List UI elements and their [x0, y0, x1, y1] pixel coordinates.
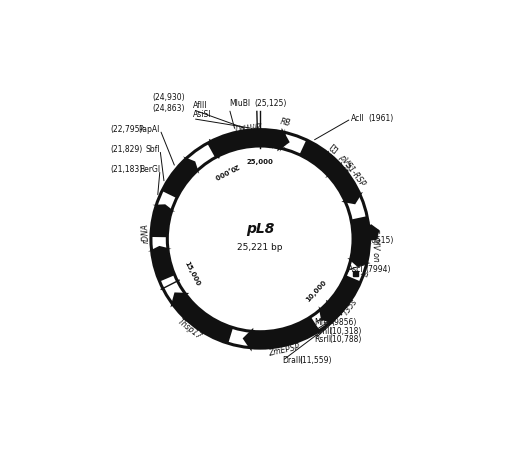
Bar: [353, 271, 358, 276]
Text: rDNA: rDNA: [141, 223, 151, 243]
Text: PapAI: PapAI: [139, 125, 160, 134]
Text: (7994): (7994): [365, 265, 390, 274]
Text: Thsp17: Thsp17: [176, 316, 204, 341]
Text: MluBI: MluBI: [229, 99, 250, 108]
Text: AvnII: AvnII: [314, 326, 333, 335]
Text: AcII: AcII: [351, 114, 365, 123]
Text: pL8: pL8: [246, 222, 275, 236]
Text: RsrII: RsrII: [314, 335, 331, 344]
Polygon shape: [348, 216, 370, 267]
Text: (21,183): (21,183): [111, 165, 143, 174]
Text: AsiSI: AsiSI: [193, 110, 211, 119]
Text: AfIII: AfIII: [193, 101, 207, 110]
Polygon shape: [151, 204, 175, 237]
Text: T35s: T35s: [341, 297, 360, 317]
Text: (10,318): (10,318): [330, 326, 362, 335]
Text: BerGI: BerGI: [139, 165, 160, 174]
Polygon shape: [162, 157, 199, 198]
Polygon shape: [170, 292, 233, 343]
Text: (11,559): (11,559): [299, 356, 332, 365]
Polygon shape: [299, 140, 342, 178]
Text: (24,930): (24,930): [153, 93, 185, 102]
Text: (24,863): (24,863): [153, 104, 185, 113]
Text: 15,000: 15,000: [183, 260, 201, 287]
Text: ls: ls: [361, 269, 371, 278]
Text: 20,000: 20,000: [212, 162, 239, 180]
Polygon shape: [148, 246, 175, 281]
Text: MfeI: MfeI: [314, 318, 330, 327]
Text: (1961): (1961): [369, 114, 394, 123]
Polygon shape: [363, 225, 379, 239]
Text: pVS1-RSP: pVS1-RSP: [336, 152, 366, 188]
Text: (21,829): (21,829): [111, 145, 143, 154]
Text: (10,788): (10,788): [330, 335, 362, 344]
Polygon shape: [318, 275, 361, 324]
Text: (22,795): (22,795): [111, 125, 143, 134]
Text: AscI: AscI: [348, 265, 363, 274]
Text: DraIII: DraIII: [282, 356, 303, 365]
Text: ZmEPSP: ZmEPSP: [268, 343, 300, 358]
Text: SbfI: SbfI: [145, 145, 160, 154]
Text: (25,125): (25,125): [255, 99, 287, 108]
Text: (6515): (6515): [369, 236, 394, 245]
Text: ZmTMT: ZmTMT: [234, 119, 263, 131]
Bar: [268, 136, 273, 141]
Text: CaMV on: CaMV on: [370, 228, 380, 262]
Text: RB: RB: [279, 117, 291, 128]
Text: 10,000: 10,000: [305, 279, 327, 303]
Polygon shape: [314, 149, 363, 204]
Text: (9856): (9856): [331, 318, 357, 327]
Polygon shape: [254, 129, 286, 152]
Text: E35S: E35S: [319, 141, 338, 162]
Text: intron: intron: [332, 158, 353, 182]
Polygon shape: [207, 128, 290, 158]
Polygon shape: [243, 317, 320, 351]
Text: 25,000: 25,000: [247, 159, 273, 166]
Text: Tnos: Tnos: [268, 141, 287, 152]
Text: SpeI: SpeI: [351, 236, 368, 245]
Text: 25,221 bp: 25,221 bp: [238, 244, 283, 253]
